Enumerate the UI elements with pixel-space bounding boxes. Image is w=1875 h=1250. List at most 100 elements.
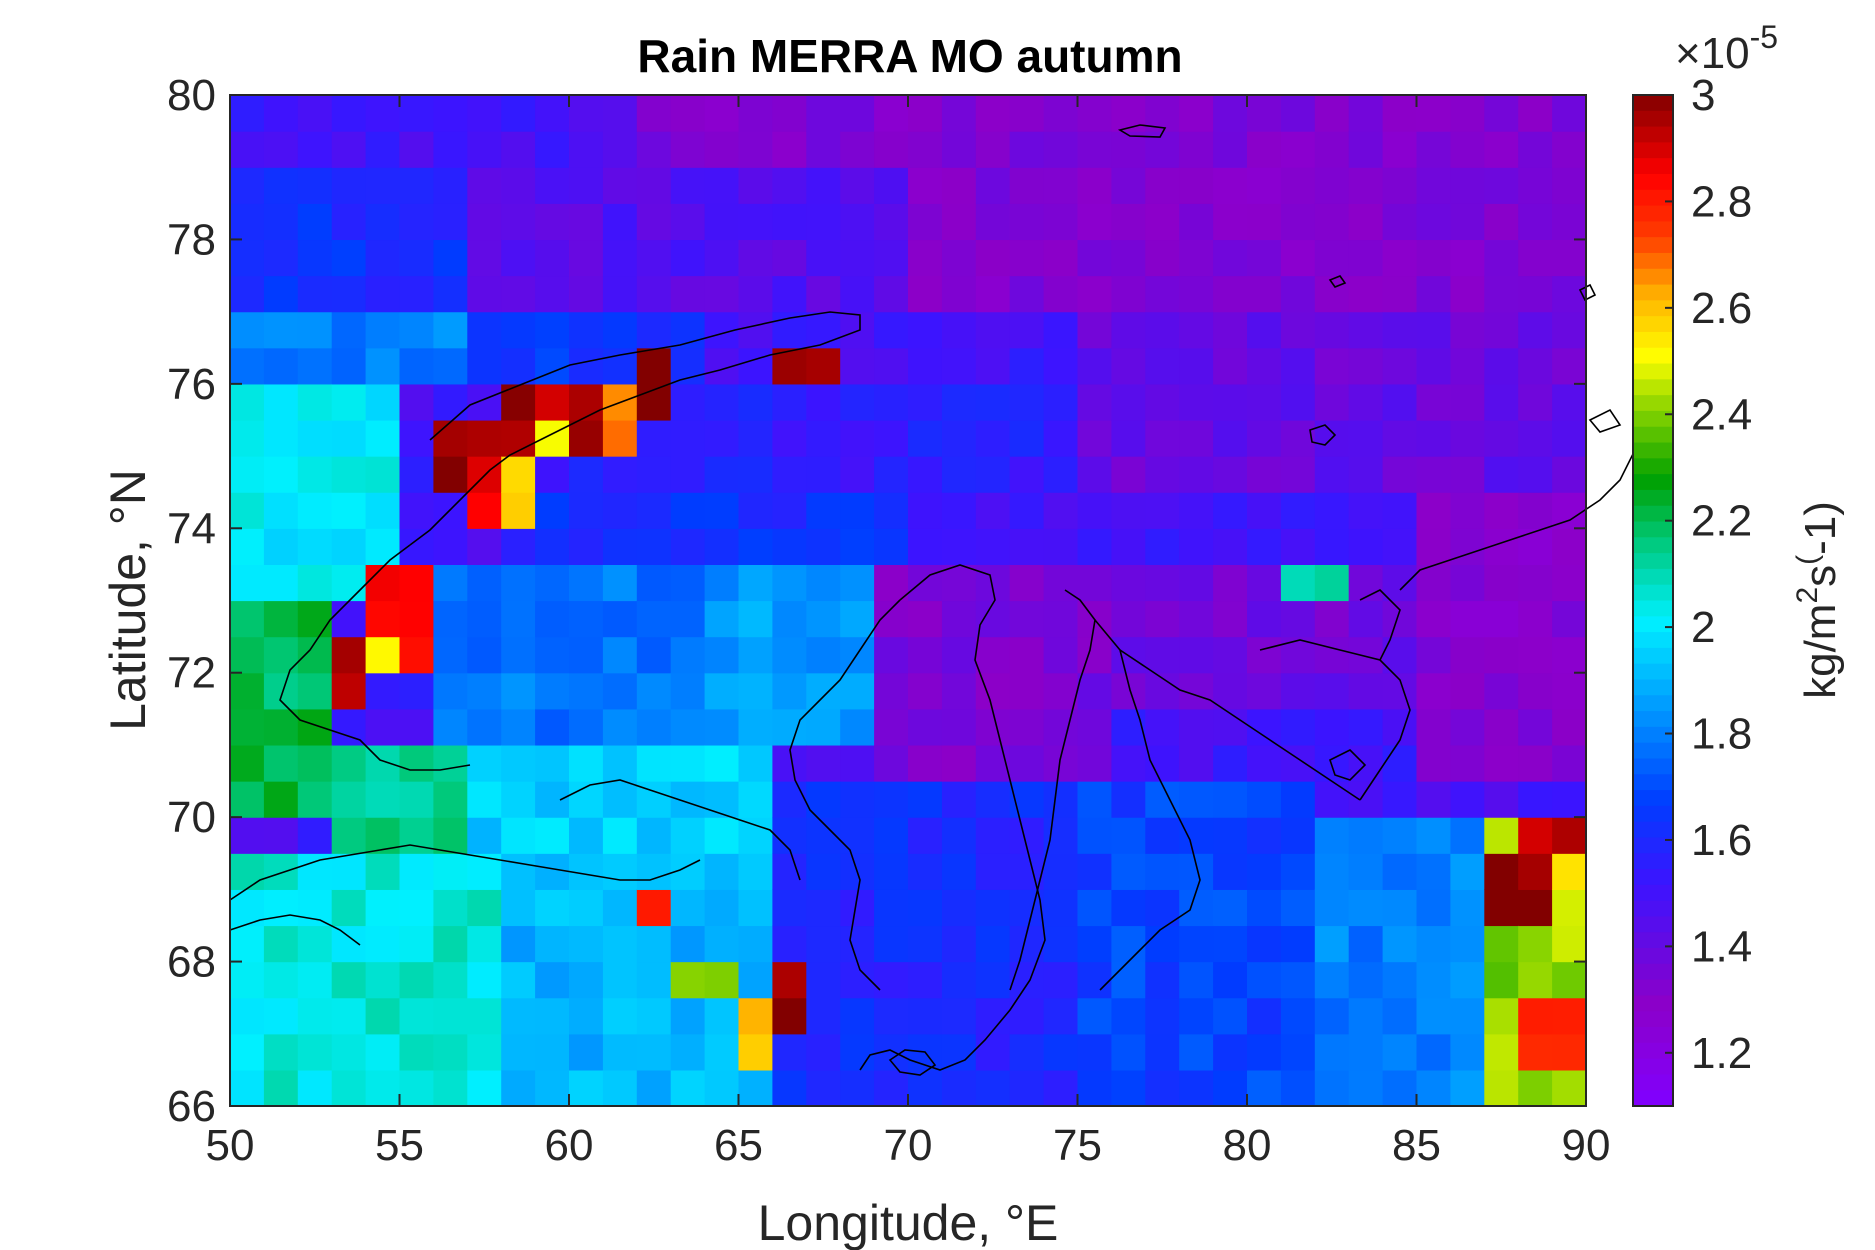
colorbar-box [1632, 94, 1674, 1107]
heatmap-cell [1450, 961, 1485, 999]
heatmap-cell [1179, 311, 1214, 349]
heatmap-cell [636, 95, 672, 132]
heatmap-cell [569, 203, 604, 241]
heatmap-cell [331, 1033, 367, 1071]
heatmap-cell [433, 239, 468, 277]
heatmap-cell [1518, 528, 1553, 565]
heatmap-cell [874, 275, 909, 313]
heatmap-cell [602, 1069, 638, 1107]
heatmap-cell [1145, 961, 1180, 999]
heatmap-cell [1450, 239, 1485, 277]
heatmap-cell [297, 456, 333, 493]
heatmap-cell [535, 347, 570, 385]
heatmap-cell [230, 744, 265, 782]
heatmap-cell [1382, 383, 1418, 421]
heatmap-cell [1416, 239, 1451, 277]
heatmap-cell [1179, 239, 1214, 277]
heatmap-cell [263, 95, 299, 132]
ob-gulf-east-coast [1094, 619, 1201, 991]
heatmap-cell [1077, 889, 1112, 927]
heatmap-cell [331, 997, 367, 1035]
heatmap-cell [636, 492, 672, 529]
heatmap-cell [1314, 311, 1350, 349]
y-axis-label: Latitude, °N [100, 469, 156, 731]
heatmap-cell [874, 131, 909, 168]
heatmap-cell [772, 817, 807, 854]
heatmap-cell [297, 1033, 333, 1071]
heatmap-cell [874, 311, 909, 349]
heatmap-cell [840, 203, 875, 241]
heatmap-cell [1552, 456, 1587, 493]
heatmap-cell [501, 889, 536, 927]
y-tick-label: 66 [167, 1082, 216, 1131]
heatmap-cell [772, 383, 807, 421]
x-tick-label: 80 [1223, 1121, 1272, 1170]
heatmap-cell [297, 95, 333, 132]
heatmap-cell [738, 961, 773, 999]
heatmap-cell [1280, 492, 1316, 529]
heatmap-cell [433, 564, 468, 602]
novaya-zemlya-north-coast [409, 311, 861, 546]
heatmap-cell [1314, 853, 1350, 890]
heatmap-cell [263, 889, 299, 927]
heatmap-cell [1382, 961, 1418, 999]
heatmap-cell [535, 311, 570, 349]
heatmap-cell [1145, 997, 1180, 1035]
heatmap-cell [670, 456, 706, 493]
heatmap-cell [1518, 672, 1553, 710]
heatmap-cell [1145, 239, 1180, 277]
x-tick-label: 60 [545, 1121, 594, 1170]
heatmap-cell [263, 528, 299, 565]
heatmap-cell [941, 275, 977, 313]
heatmap-cell [535, 672, 570, 710]
heatmap-cell [636, 889, 672, 927]
heatmap-cell [1552, 203, 1587, 241]
heatmap-cell [975, 275, 1011, 313]
heatmap-cell [704, 167, 740, 204]
heatmap-cell [1077, 708, 1112, 746]
colorbar-strip [1633, 363, 1673, 380]
heatmap-cell [874, 203, 909, 241]
heatmap-cell [263, 131, 299, 168]
heatmap-cell [704, 600, 740, 638]
heatmap-cell [1213, 528, 1248, 565]
heatmap-cell [1213, 925, 1248, 963]
heatmap-cell [908, 492, 943, 529]
heatmap-cell [297, 167, 333, 204]
heatmap-cell [1213, 636, 1248, 674]
heatmap-cell [975, 492, 1011, 529]
heatmap-cell [535, 419, 570, 457]
heatmap-cell [1382, 1033, 1418, 1071]
colorbar-strip [1633, 395, 1673, 412]
heatmap-cell [365, 347, 401, 385]
heatmap-cell [1111, 672, 1146, 710]
heatmap-cell [297, 528, 333, 565]
heatmap-cell [772, 961, 807, 999]
heatmap-cell [738, 203, 773, 241]
heatmap-cell [535, 636, 570, 674]
heatmap-cell [1518, 889, 1553, 927]
heatmap-cell [670, 564, 706, 602]
heatmap-cell [1043, 528, 1079, 565]
heatmap-cell [975, 600, 1011, 638]
heatmap-cell [1077, 131, 1112, 168]
heatmap-cell [1111, 1033, 1146, 1071]
heatmap-cell [263, 1033, 299, 1071]
heatmap-cell [535, 781, 570, 818]
colorbar-strip [1633, 331, 1673, 349]
heatmap-cell [1416, 853, 1451, 890]
heatmap-cell [772, 853, 807, 890]
heatmap-cell [874, 636, 909, 674]
heatmap-cell [941, 997, 977, 1035]
heatmap-cell [1043, 672, 1079, 710]
heatmap-cell [1518, 456, 1553, 493]
heatmap-cell [331, 889, 367, 927]
heatmap-cell [1280, 925, 1316, 963]
heatmap-cell [1179, 925, 1214, 963]
heatmap-cell [1179, 853, 1214, 890]
heatmap-cell [1416, 1069, 1451, 1107]
y-axis-ticks: 66 68 70 72 74 76 78 80 [167, 71, 1586, 1131]
heatmap-cell [230, 853, 265, 890]
colorbar-strip [1633, 616, 1673, 633]
heatmap-cell [975, 853, 1011, 890]
